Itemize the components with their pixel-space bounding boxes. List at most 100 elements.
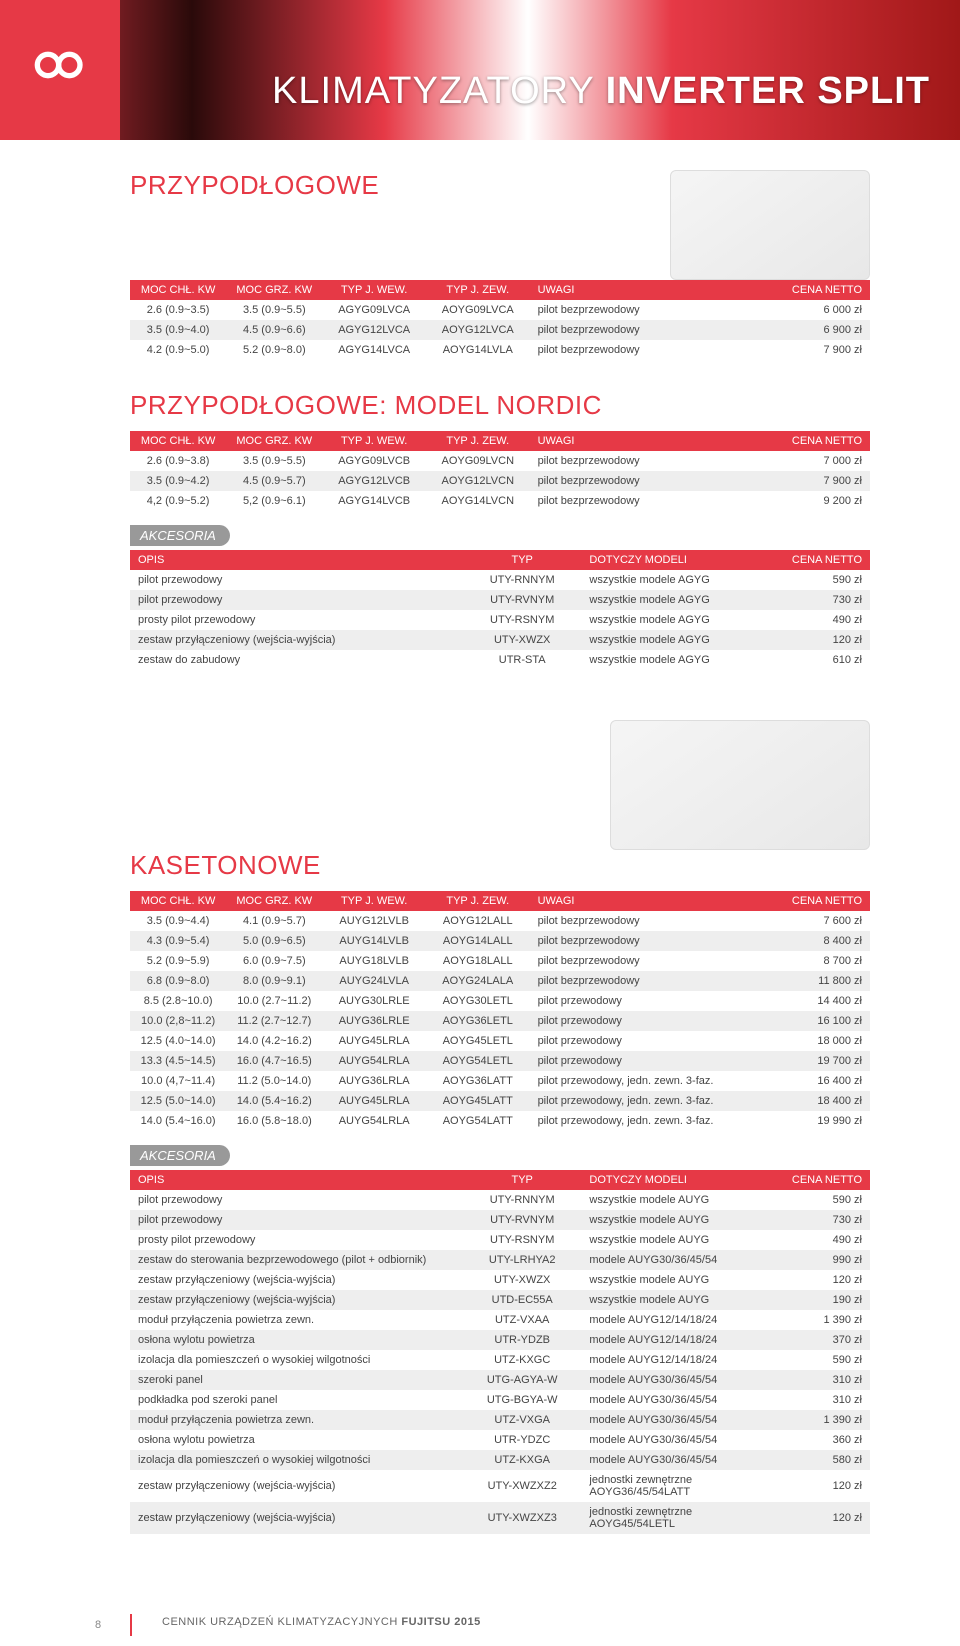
table-cell: pilot przewodowy, jedn. zewn. 3-faz.: [530, 1091, 782, 1111]
table-row: prosty pilot przewodowyUTY-RSNYMwszystki…: [130, 610, 870, 630]
accessories-label-nordic: AKCESORIA: [130, 525, 230, 546]
table-cell: 19 700 zł: [781, 1051, 870, 1071]
table-row: 5.2 (0.9~5.9)6.0 (0.9~7.5)AUYG18LVLBAOYG…: [130, 951, 870, 971]
table-cell: 730 zł: [781, 1210, 870, 1230]
table-cell: UTY-RVNYM: [463, 590, 581, 610]
table-row: izolacja dla pomieszczeń o wysokiej wilg…: [130, 1450, 870, 1470]
table-cell: 1 390 zł: [781, 1310, 870, 1330]
table-cell: wszystkie modele AUYG: [581, 1210, 781, 1230]
table-cell: AOYG09LVCN: [426, 451, 530, 471]
table-cell: 590 zł: [781, 1190, 870, 1210]
table-cell: 5.2 (0.9~8.0): [226, 340, 322, 360]
table-cell: 6 000 zł: [781, 300, 870, 320]
table-cell: prosty pilot przewodowy: [130, 1230, 463, 1250]
table-cell: UTZ-VXAA: [463, 1310, 581, 1330]
table-cell: 11 800 zł: [781, 971, 870, 991]
table-cell: 490 zł: [781, 1230, 870, 1250]
table-cell: modele AUYG30/36/45/54: [581, 1430, 781, 1450]
column-header: MOC CHŁ. KW: [130, 891, 226, 911]
table-cell: AUYG24LVLA: [322, 971, 426, 991]
table-przypodlogowe: MOC CHŁ. KWMOC GRZ. KWTYP J. WEW.TYP J. …: [130, 280, 870, 360]
table-cell: izolacja dla pomieszczeń o wysokiej wilg…: [130, 1350, 463, 1370]
table-row: 6.8 (0.9~8.0)8.0 (0.9~9.1)AUYG24LVLAAOYG…: [130, 971, 870, 991]
table-row: 3.5 (0.9~4.0)4.5 (0.9~6.6)AGYG12LVCAAOYG…: [130, 320, 870, 340]
column-header: CENA NETTO: [781, 1170, 870, 1190]
table-cell: pilot bezprzewodowy: [530, 911, 782, 931]
table-cell: 7 000 zł: [781, 451, 870, 471]
table-kasetonowe-accessories: OPISTYPDOTYCZY MODELICENA NETTOpilot prz…: [130, 1170, 870, 1534]
table-cell: wszystkie modele AGYG: [581, 630, 781, 650]
table-cell: 16.0 (4.7~16.5): [226, 1051, 322, 1071]
table-row: 12.5 (5.0~14.0)14.0 (5.4~16.2)AUYG45LRLA…: [130, 1091, 870, 1111]
table-cell: modele AUYG30/36/45/54: [581, 1370, 781, 1390]
table-cell: AUYG30LRLE: [322, 991, 426, 1011]
table-cell: zestaw przyłączeniowy (wejścia-wyjścia): [130, 1270, 463, 1290]
table-row: zestaw przyłączeniowy (wejścia-wyjścia)U…: [130, 1290, 870, 1310]
table-row: 2.6 (0.9~3.5)3.5 (0.9~5.5)AGYG09LVCAAOYG…: [130, 300, 870, 320]
table-cell: 9 200 zł: [781, 491, 870, 511]
table-cell: pilot bezprzewodowy: [530, 491, 782, 511]
table-row: 12.5 (4.0~14.0)14.0 (4.2~16.2)AUYG45LRLA…: [130, 1031, 870, 1051]
table-cell: moduł przyłączenia powietrza zewn.: [130, 1310, 463, 1330]
table-cell: AUYG36LRLE: [322, 1011, 426, 1031]
table-cell: pilot przewodowy: [130, 570, 463, 590]
table-row: zestaw do zabudowyUTR-STAwszystkie model…: [130, 650, 870, 670]
table-cell: izolacja dla pomieszczeń o wysokiej wilg…: [130, 1450, 463, 1470]
section-przypodlogowe: PRZYPODŁOGOWE MOC CHŁ. KWMOC GRZ. KWTYP …: [130, 170, 870, 360]
table-cell: modele AUYG12/14/18/24: [581, 1350, 781, 1370]
table-cell: osłona wylotu powietrza: [130, 1330, 463, 1350]
table-cell: AGYG12LVCA: [322, 320, 426, 340]
table-cell: AUYG18LVLB: [322, 951, 426, 971]
table-cell: 10.0 (4,7~11.4): [130, 1071, 226, 1091]
table-cell: pilot przewodowy, jedn. zewn. 3-faz.: [530, 1111, 782, 1131]
accessories-label-kasetonowe: AKCESORIA: [130, 1145, 230, 1166]
table-cell: UTZ-KXGA: [463, 1450, 581, 1470]
column-header: OPIS: [130, 550, 463, 570]
table-cell: UTY-RVNYM: [463, 1210, 581, 1230]
table-cell: 3.5 (0.9~4.4): [130, 911, 226, 931]
table-row: osłona wylotu powietrzaUTR-YDZCmodele AU…: [130, 1430, 870, 1450]
table-cell: wszystkie modele AGYG: [581, 610, 781, 630]
column-header: MOC GRZ. KW: [226, 431, 322, 451]
table-cell: AOYG45LATT: [426, 1091, 530, 1111]
table-row: moduł przyłączenia powietrza zewn.UTZ-VX…: [130, 1310, 870, 1330]
column-header: CENA NETTO: [781, 431, 870, 451]
table-cell: 120 zł: [781, 1470, 870, 1502]
table-cell: 3.5 (0.9~5.5): [226, 451, 322, 471]
table-cell: modele AUYG12/14/18/24: [581, 1310, 781, 1330]
table-cell: 16.0 (5.8~18.0): [226, 1111, 322, 1131]
table-cell: 14.0 (4.2~16.2): [226, 1031, 322, 1051]
table-row: 3.5 (0.9~4.2)4.5 (0.9~5.7)AGYG12LVCBAOYG…: [130, 471, 870, 491]
table-cell: 4.5 (0.9~6.6): [226, 320, 322, 340]
table-cell: modele AUYG30/36/45/54: [581, 1410, 781, 1430]
table-cell: pilot bezprzewodowy: [530, 300, 782, 320]
column-header: TYP J. WEW.: [322, 280, 426, 300]
table-cell: 12.5 (4.0~14.0): [130, 1031, 226, 1051]
table-cell: pilot bezprzewodowy: [530, 340, 782, 360]
table-cell: AGYG12LVCB: [322, 471, 426, 491]
table-cell: pilot bezprzewodowy: [530, 971, 782, 991]
table-cell: 4.3 (0.9~5.4): [130, 931, 226, 951]
table-cell: wszystkie modele AGYG: [581, 590, 781, 610]
column-header: MOC GRZ. KW: [226, 280, 322, 300]
table-cell: zestaw przyłączeniowy (wejścia-wyjścia): [130, 1470, 463, 1502]
table-cell: AOYG54LETL: [426, 1051, 530, 1071]
column-header: MOC GRZ. KW: [226, 891, 322, 911]
table-cell: 7 600 zł: [781, 911, 870, 931]
column-header: TYP: [463, 1170, 581, 1190]
table-cell: zestaw przyłączeniowy (wejścia-wyjścia): [130, 1502, 463, 1534]
table-row: zestaw do sterowania bezprzewodowego (pi…: [130, 1250, 870, 1270]
column-header: TYP: [463, 550, 581, 570]
table-cell: jednostki zewnętrzne AOYG36/45/54LATT: [581, 1470, 781, 1502]
table-cell: AOYG54LATT: [426, 1111, 530, 1131]
table-cell: podkładka pod szeroki panel: [130, 1390, 463, 1410]
table-cell: pilot bezprzewodowy: [530, 451, 782, 471]
table-cell: 6 900 zł: [781, 320, 870, 340]
column-header: UWAGI: [530, 431, 782, 451]
table-cell: zestaw do zabudowy: [130, 650, 463, 670]
table-cell: 590 zł: [781, 1350, 870, 1370]
table-cell: osłona wylotu powietrza: [130, 1430, 463, 1450]
section-title-nordic: PRZYPODŁOGOWE: MODEL NORDIC: [130, 390, 870, 421]
column-header: TYP J. WEW.: [322, 431, 426, 451]
table-cell: 1 390 zł: [781, 1410, 870, 1430]
